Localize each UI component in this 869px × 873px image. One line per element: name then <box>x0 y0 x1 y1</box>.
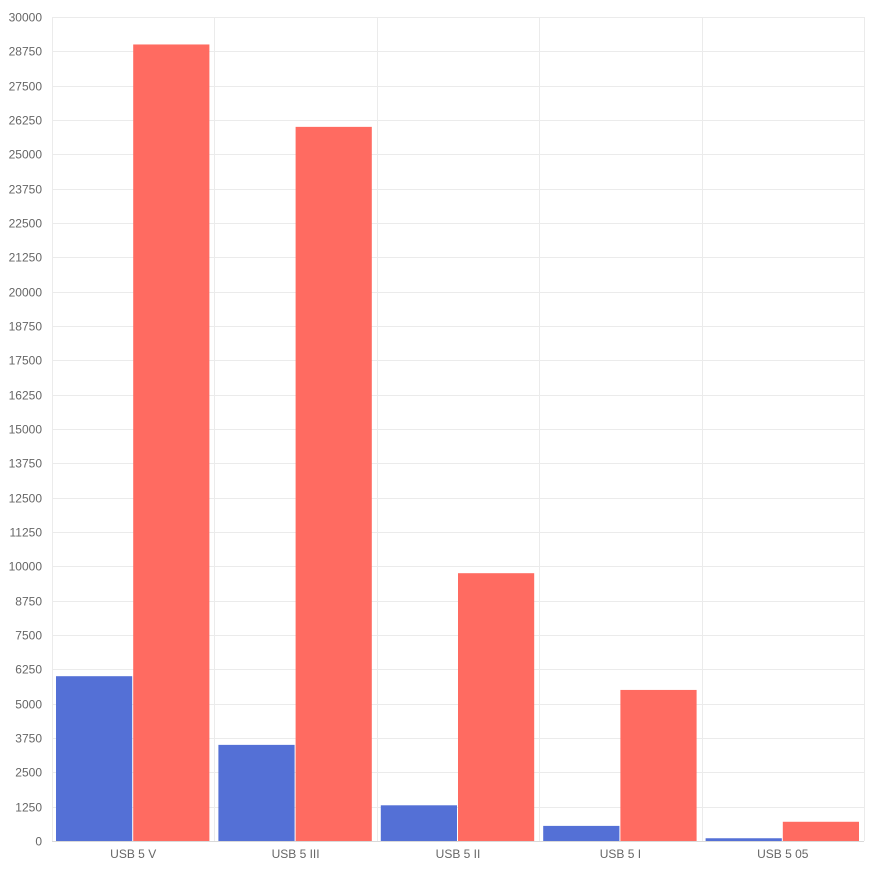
y-tick-label: 26250 <box>9 114 43 128</box>
bar-series-2 <box>458 573 535 841</box>
x-tick-label: USB 5 05 <box>757 847 809 861</box>
y-tick-label: 16250 <box>9 389 43 403</box>
bar-series-2 <box>133 44 210 841</box>
bar-series-2 <box>295 126 372 841</box>
y-tick-label: 17500 <box>9 354 43 368</box>
y-tick-label: 23750 <box>9 183 43 197</box>
y-tick-label: 18750 <box>9 320 43 334</box>
x-tick-label: USB 5 III <box>272 847 320 861</box>
bar-series-1 <box>705 838 782 841</box>
y-tick-label: 8750 <box>15 595 42 609</box>
y-tick-label: 30000 <box>9 11 43 25</box>
y-tick-label: 22500 <box>9 217 43 231</box>
y-axis: 0 1250 2500 3750 5000 6250 7500 8750 10000 11250 1… <box>9 11 43 849</box>
bar-series-1 <box>543 825 620 841</box>
x-tick-label: USB 5 I <box>600 847 641 861</box>
y-tick-label: 11250 <box>10 526 43 540</box>
chart-bars <box>56 44 859 841</box>
bar-series-1 <box>380 805 457 841</box>
y-tick-label: 7500 <box>15 629 42 643</box>
y-tick-label: 25000 <box>9 148 43 162</box>
bar-series-1 <box>56 676 133 841</box>
y-tick-label: 15000 <box>9 423 43 437</box>
y-tick-label: 2500 <box>15 766 42 780</box>
bar-series-2 <box>620 689 697 841</box>
x-axis: USB 5 V USB 5 III USB 5 II USB 5 I USB 5 05 <box>52 841 864 861</box>
y-tick-label: 3750 <box>15 732 42 746</box>
y-tick-label: 5000 <box>15 698 42 712</box>
bar-series-2 <box>782 821 859 841</box>
y-tick-label: 10000 <box>9 560 43 574</box>
y-tick-label: 6250 <box>15 663 42 677</box>
bar-series-1 <box>218 744 295 841</box>
x-tick-label: USB 5 II <box>436 847 481 861</box>
y-tick-label: 12500 <box>9 492 43 506</box>
y-tick-label: 1250 <box>15 801 42 815</box>
y-tick-label: 0 <box>35 835 42 849</box>
y-tick-label: 20000 <box>9 286 43 300</box>
y-tick-label: 21250 <box>9 251 43 265</box>
y-tick-label: 13750 <box>9 457 43 471</box>
x-tick-label: USB 5 V <box>110 847 156 861</box>
y-tick-label: 28750 <box>9 45 43 59</box>
y-tick-label: 27500 <box>9 80 43 94</box>
